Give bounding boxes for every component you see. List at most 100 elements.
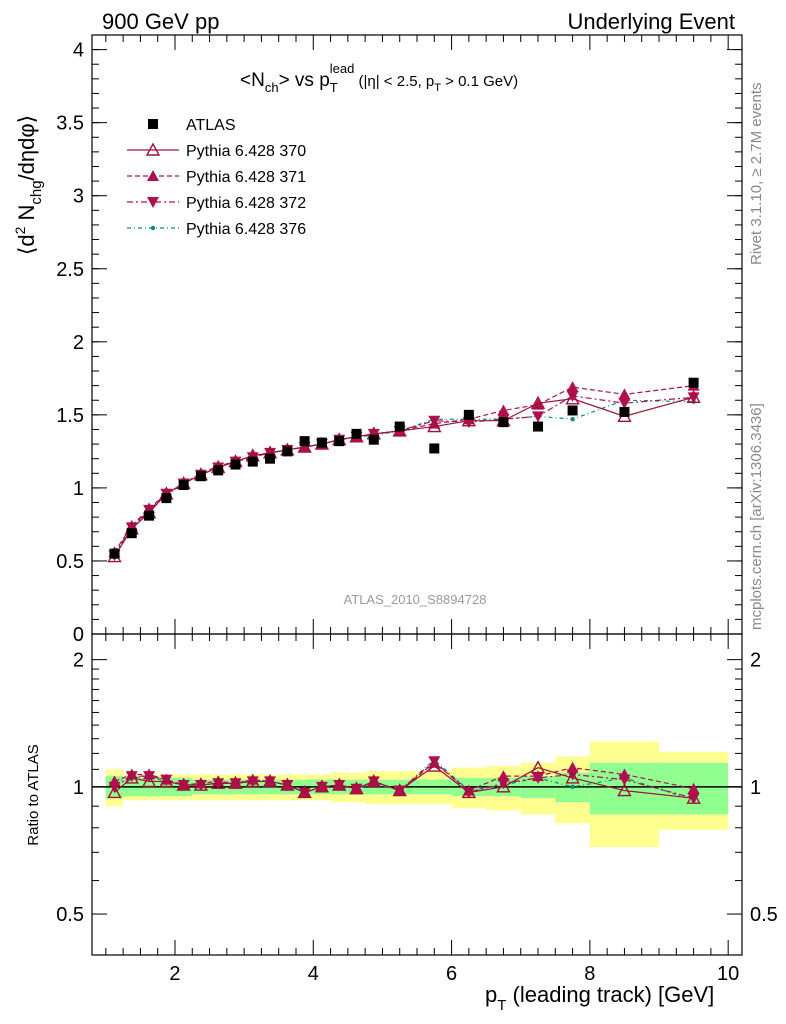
data-point-main — [618, 388, 631, 400]
legend-label: Pythia 6.428 370 — [186, 143, 306, 160]
axes-frame: 0 0.5 1 1.5 2 2.5 3 3.5 4 0.5 0.5 1 1 2 2 2 4 6 8 10 — [56, 34, 778, 985]
data-point-ratio — [124, 770, 139, 784]
data-point-main — [282, 446, 293, 457]
data-point-ratio — [176, 777, 191, 791]
y-tick-label: 0.5 — [56, 551, 84, 573]
data-point-ratio — [297, 784, 312, 799]
data-point-ratio — [617, 783, 632, 797]
data-point-main — [565, 391, 580, 405]
data-point-main — [334, 436, 345, 447]
y-tick-label: 4 — [73, 40, 84, 62]
data-point-main — [144, 510, 155, 521]
data-point-main — [394, 421, 405, 432]
chart-title-text: <Nch> vs pTlead (|η| < 2.5, pT > 0.1 GeV… — [240, 61, 518, 95]
data-point-main — [195, 471, 206, 482]
data-point-main — [461, 413, 477, 427]
ratio-y-tick-label-right: 0.5 — [750, 904, 778, 926]
y-tick-label: 3.5 — [56, 113, 84, 135]
x-tick-label: 10 — [717, 963, 739, 985]
data-point-main — [230, 459, 241, 470]
data-point-ratio — [532, 770, 545, 782]
chart-title: <Nch> vs pTlead (|η| < 2.5, pT > 0.1 GeV… — [240, 61, 518, 95]
data-point-ratio — [687, 782, 700, 794]
data-point-ratio — [566, 761, 579, 773]
data-point-main — [686, 389, 701, 404]
y-tick-label: 2 — [73, 332, 84, 354]
data-point-ratio — [245, 773, 260, 788]
data-point-main — [619, 406, 630, 417]
ratio-y-axis-label: Ratio to ATLAS — [25, 744, 42, 845]
data-point-ratio — [280, 777, 295, 791]
data-point-ratio — [496, 779, 511, 793]
data-point-main — [497, 404, 510, 416]
data-point-main — [265, 453, 276, 464]
data-point-main — [161, 493, 172, 504]
legend-label: Pythia 6.428 372 — [186, 195, 306, 212]
ratio-y-tick-label: 0.5 — [56, 904, 84, 926]
data-point-main — [429, 443, 440, 454]
analysis-watermark: ATLAS_2010_S8894728 — [344, 592, 487, 607]
data-point-main — [297, 439, 312, 453]
data-point-ratio — [686, 790, 701, 804]
data-point-ratio — [461, 784, 477, 799]
legend-marker — [147, 197, 159, 208]
data-point-main — [566, 381, 579, 393]
ratio-y-tick-label: 2 — [73, 650, 84, 672]
data-point-ratio — [211, 775, 226, 789]
y-tick-label: 1.5 — [56, 405, 84, 427]
data-point-main — [109, 548, 120, 559]
y-tick-label: 1 — [73, 478, 84, 500]
ratio-uncertainty-bands — [92, 741, 742, 848]
data-point-ratio — [687, 793, 700, 805]
data-point-main — [532, 411, 545, 423]
mcplots-citation-text: mcplots.cern.ch [arXiv:1306.3436] — [748, 403, 765, 630]
data-point-main — [498, 417, 509, 428]
data-point-main — [688, 377, 699, 388]
data-point-main — [533, 421, 544, 432]
data-point-ratio — [314, 779, 330, 793]
data-point-main — [178, 479, 189, 490]
data-point-main — [126, 528, 137, 539]
data-point-main — [368, 434, 379, 445]
data-point-ratio — [262, 773, 278, 788]
data-point-main — [618, 398, 631, 410]
data-point-main — [566, 390, 579, 402]
main-plot-area — [107, 377, 701, 563]
y-tick-label: 3 — [73, 186, 84, 208]
legend-label: Pythia 6.428 376 — [186, 221, 306, 238]
data-point-main — [316, 437, 327, 448]
header-right: Underlying Event — [567, 9, 735, 34]
data-point-ratio — [143, 768, 156, 780]
ratio-plot-area — [107, 756, 701, 805]
data-point-ratio — [193, 777, 209, 791]
legend-label: Pythia 6.428 371 — [186, 169, 306, 186]
data-point-main — [567, 405, 578, 416]
data-point-main — [213, 465, 224, 476]
x-tick-label: 2 — [169, 963, 180, 985]
data-point-ratio — [427, 758, 442, 772]
data-point-ratio — [349, 781, 364, 795]
y-tick-label: 2.5 — [56, 259, 84, 281]
legend: ATLAS Pythia 6.428 370 Pythia 6.428 371 Pyt… — [127, 117, 306, 238]
series-line-main — [113, 395, 694, 556]
data-point-main — [299, 436, 310, 447]
x-axis-label-text: pT (leading track) [GeV] — [485, 982, 714, 1014]
data-point-ratio — [159, 773, 174, 788]
rivet-version-text: Rivet 3.1.10, ≥ 2.7M events — [748, 83, 765, 266]
main-y-axis-label-text: ⟨d2 Nchg/dηdφ⟩ — [12, 115, 45, 255]
legend-marker — [150, 225, 156, 231]
data-point-ratio — [141, 773, 157, 788]
ratio-y-tick-label-right: 1 — [750, 777, 761, 799]
legend-marker — [147, 170, 159, 181]
data-point-main — [530, 395, 546, 409]
data-point-ratio — [570, 784, 575, 790]
data-point-ratio — [332, 777, 347, 791]
data-point-ratio — [228, 775, 243, 789]
legend-marker — [145, 142, 161, 156]
legend-marker — [148, 119, 158, 129]
data-point-ratio — [565, 770, 580, 784]
data-point-main — [463, 409, 474, 420]
data-point-ratio — [618, 768, 631, 780]
data-point-main — [532, 398, 545, 410]
